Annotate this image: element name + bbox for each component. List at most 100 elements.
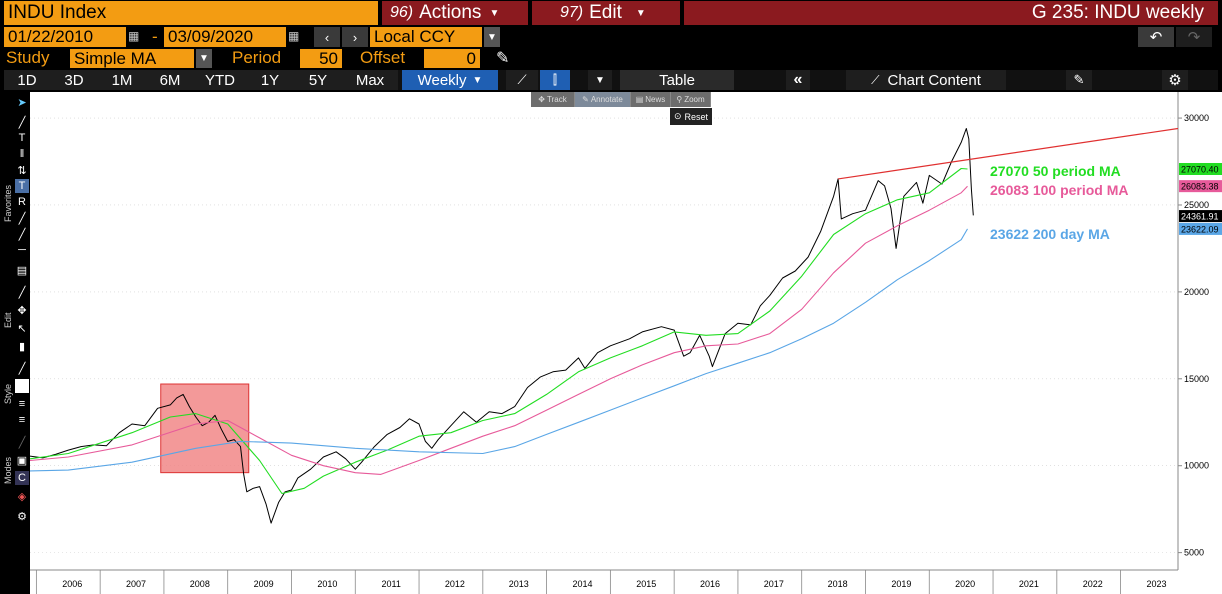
settings-button[interactable]: ⚙ bbox=[1162, 70, 1188, 90]
pencil-icon[interactable]: ╱ bbox=[18, 286, 26, 299]
collapse-button[interactable]: « bbox=[786, 70, 810, 90]
edit-number: 97) bbox=[560, 4, 584, 21]
trendline bbox=[837, 127, 1179, 180]
security-field[interactable]: INDU Index bbox=[4, 1, 378, 25]
channel-icon[interactable]: ▤ bbox=[16, 264, 28, 277]
range-3d[interactable]: 3D bbox=[50, 70, 98, 90]
track-button[interactable]: ✥ Track bbox=[531, 92, 575, 107]
frequency-value: Weekly bbox=[417, 71, 467, 89]
axis-tag bbox=[1179, 162, 1222, 175]
color-icon[interactable]: ╱ bbox=[18, 362, 26, 375]
arrows-icon[interactable]: ⇅ bbox=[17, 164, 27, 177]
ray-icon[interactable]: ╱ bbox=[18, 212, 26, 225]
plot-layer bbox=[30, 127, 1179, 524]
currency-dropdown-button[interactable]: ▼ bbox=[484, 27, 500, 47]
redo-button[interactable]: ↷ bbox=[1176, 27, 1212, 47]
study-dropdown-button[interactable]: ▼ bbox=[196, 49, 212, 68]
annotate-button[interactable]: ✎ Annotate bbox=[575, 92, 631, 107]
annotate-icon: ✎ bbox=[582, 95, 589, 104]
actions-label: Actions bbox=[419, 2, 482, 23]
line-width-icon[interactable]: ≡ bbox=[18, 414, 26, 426]
start-date-field[interactable]: 01/22/2010 bbox=[4, 27, 126, 47]
currency-value: Local CCY bbox=[374, 27, 456, 46]
line-style-icon[interactable]: ≡ bbox=[18, 398, 26, 410]
currency-select[interactable]: Local CCY bbox=[370, 27, 482, 47]
fill-icon[interactable] bbox=[15, 379, 29, 393]
x-axis-background bbox=[30, 570, 1222, 594]
period-field[interactable]: 50 bbox=[300, 49, 342, 68]
text-icon[interactable]: T bbox=[18, 132, 26, 144]
marker-icon[interactable]: T bbox=[15, 179, 29, 193]
zoom-button[interactable]: ⚲ Zoom bbox=[671, 92, 711, 107]
table-button[interactable]: Table bbox=[620, 70, 734, 90]
draw-line-icon[interactable]: ╱ bbox=[18, 116, 26, 129]
ma-annotation: 27070 50 period MA bbox=[990, 163, 1121, 179]
range-1y[interactable]: 1Y bbox=[246, 70, 294, 90]
mini-toolbar: ✥ Track ✎ Annotate ▤ News ⚲ Zoom bbox=[531, 92, 711, 107]
range-6m[interactable]: 6M bbox=[146, 70, 194, 90]
previous-period-button[interactable]: ‹ bbox=[314, 27, 340, 47]
edit-chart-button[interactable]: ✎ bbox=[1066, 70, 1092, 90]
pen-icon[interactable]: ✎ bbox=[496, 50, 510, 67]
x-tick-label: 2023 bbox=[1146, 579, 1166, 589]
window-title: G 235: INDU weekly bbox=[1031, 2, 1204, 23]
study-select[interactable]: Simple MA bbox=[70, 49, 194, 68]
chart-content-button[interactable]: ⟋ Chart Content bbox=[846, 70, 1006, 90]
crosshair-icon[interactable]: C bbox=[15, 471, 29, 485]
end-date: 03/09/2020 bbox=[168, 27, 254, 46]
eraser-icon[interactable]: ╱ bbox=[18, 436, 26, 449]
chevron-down-icon: ▼ bbox=[595, 74, 605, 86]
frequency-select[interactable]: Weekly ▼ bbox=[402, 70, 498, 90]
actions-menu[interactable]: 96) Actions ▼ bbox=[382, 1, 528, 25]
range-ytd[interactable]: YTD bbox=[194, 70, 246, 90]
retracement-icon[interactable]: R bbox=[18, 196, 26, 208]
ma200-line bbox=[30, 228, 968, 472]
double-chevron-left-icon: « bbox=[793, 71, 803, 88]
range-1d[interactable]: 1D bbox=[4, 70, 50, 90]
range-buttons: 1D 3D 1M 6M YTD 1Y 5Y Max bbox=[4, 70, 398, 90]
chevron-right-icon: › bbox=[352, 29, 358, 45]
trash-icon[interactable]: ▮ bbox=[18, 340, 26, 353]
palette-icon[interactable]: ◈ bbox=[17, 490, 27, 503]
calendar-icon[interactable]: ▦ bbox=[128, 29, 140, 43]
axis-tags: 27070.40 26083.38 24361.91 23622.09 bbox=[1179, 162, 1222, 235]
chevron-down-icon: ▼ bbox=[487, 31, 497, 43]
y-tick-label: 30000 bbox=[1184, 113, 1209, 123]
x-tick-label: 2013 bbox=[509, 579, 529, 589]
end-date-field[interactable]: 03/09/2020 bbox=[164, 27, 286, 47]
chart-type-dropdown[interactable]: ▼ bbox=[588, 70, 612, 90]
line-icon[interactable]: ╱ bbox=[18, 228, 26, 241]
line-chart-button[interactable]: ⟋ bbox=[506, 70, 538, 90]
axis-tag-label: 26083.38 bbox=[1181, 182, 1219, 192]
range-max[interactable]: Max bbox=[342, 70, 398, 90]
news-button[interactable]: ▤ News bbox=[631, 92, 671, 107]
calendar-icon[interactable]: ▦ bbox=[288, 29, 300, 43]
price-chart[interactable]: 2006 2007 2008 2009 2010 2011 2012 2013 2014 2015… bbox=[30, 92, 1222, 594]
next-period-button[interactable]: › bbox=[342, 27, 368, 47]
mode-icon[interactable]: ▣ bbox=[16, 454, 28, 467]
range-5y[interactable]: 5Y bbox=[294, 70, 342, 90]
edit-menu[interactable]: 97) Edit ▼ bbox=[532, 1, 680, 25]
offset-field[interactable]: 0 bbox=[424, 49, 480, 68]
hline-icon[interactable]: ─ bbox=[18, 244, 26, 256]
bar-chart-button[interactable]: ⫿ bbox=[540, 70, 570, 90]
cursor-icon[interactable]: ↖ bbox=[17, 322, 27, 335]
x-tick-label: 2011 bbox=[381, 579, 400, 589]
start-date: 01/22/2010 bbox=[8, 27, 94, 46]
chevron-down-icon: ▼ bbox=[199, 53, 209, 64]
highlight-box bbox=[160, 383, 250, 474]
undo-icon: ↶ bbox=[1149, 29, 1163, 46]
gear-icon[interactable]: ⚙ bbox=[17, 510, 27, 523]
fib-icon[interactable]: ‖ bbox=[19, 148, 25, 160]
axis-tag-label: 24361.91 bbox=[1181, 212, 1219, 222]
undo-button[interactable]: ↶ bbox=[1138, 27, 1174, 47]
x-tick-label: 2017 bbox=[764, 579, 784, 589]
pointer-icon[interactable]: ➤ bbox=[17, 96, 27, 109]
study-label: Study bbox=[6, 48, 50, 67]
move-icon[interactable]: ✥ bbox=[17, 304, 27, 317]
range-1m[interactable]: 1M bbox=[98, 70, 146, 90]
offset-value: 0 bbox=[466, 48, 476, 68]
chart-content-icon: ⟋ bbox=[871, 72, 880, 87]
x-tick-label: 2020 bbox=[955, 579, 975, 589]
reset-button[interactable]: ⊙ Reset bbox=[670, 108, 712, 125]
